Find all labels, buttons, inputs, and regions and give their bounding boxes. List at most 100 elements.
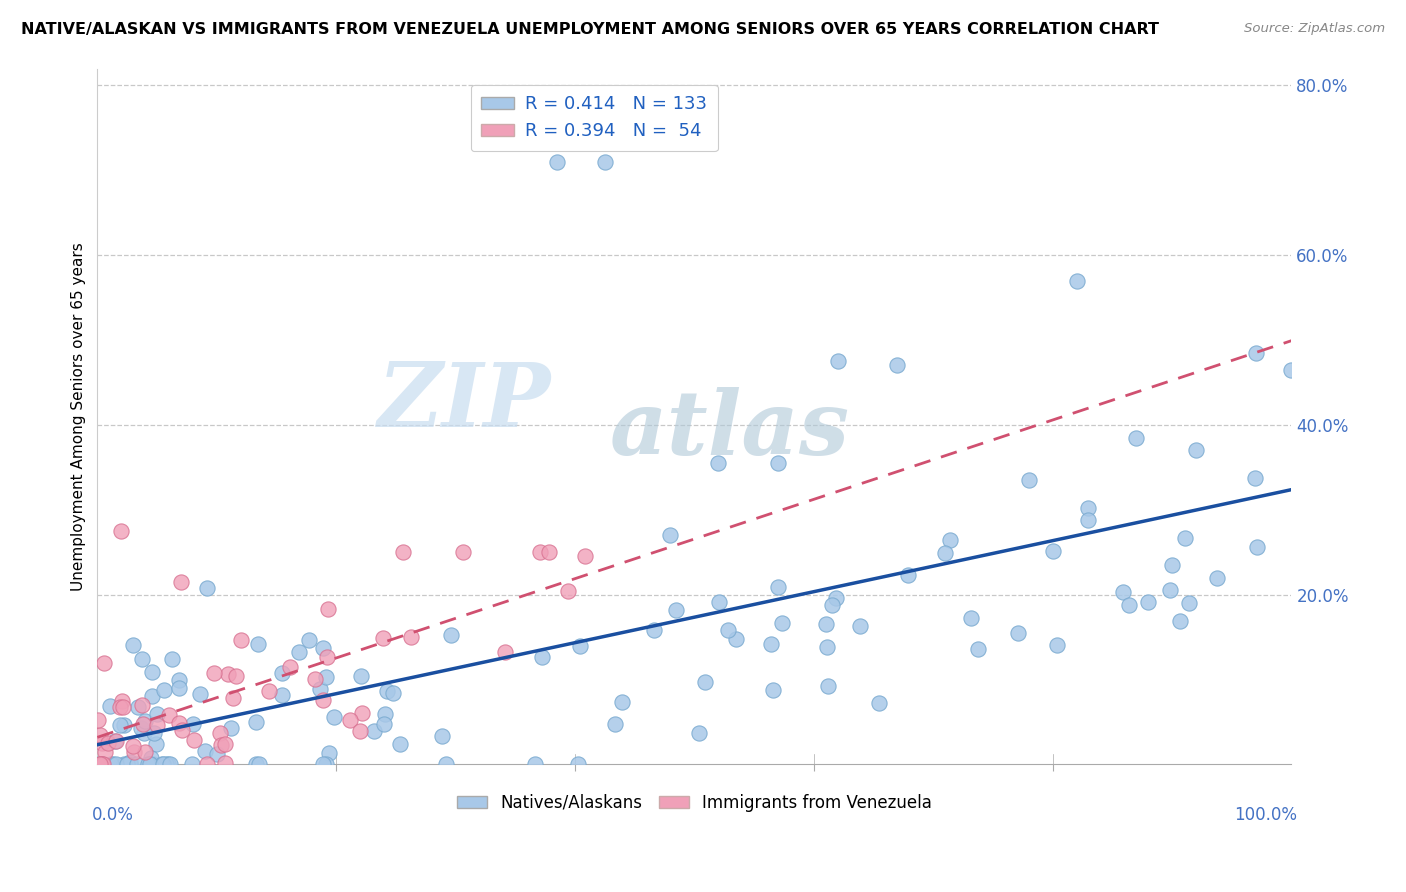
Point [150, 757, 173, 772]
Point [89, 757, 111, 772]
Point [593, 154, 616, 169]
Point [122, 638, 145, 652]
Point [146, 707, 169, 722]
Point [350, 668, 373, 682]
Point [155, 757, 177, 772]
Point [214, 756, 236, 770]
Point [97, 736, 120, 750]
Point [960, 610, 983, 624]
Point [1018, 473, 1040, 487]
Point [569, 640, 592, 654]
Point [827, 354, 849, 368]
Point [103, 734, 125, 748]
Y-axis label: Unemployment Among Seniors over 65 years: Unemployment Among Seniors over 65 years [72, 242, 86, 591]
Point [246, 637, 269, 651]
Point [139, 751, 162, 765]
Point [1118, 598, 1140, 612]
Point [105, 757, 128, 772]
Point [139, 757, 162, 772]
Point [825, 591, 848, 605]
Point [100, 757, 122, 772]
Point [131, 717, 153, 731]
Point [374, 706, 396, 721]
Text: atlas: atlas [610, 387, 849, 474]
Point [278, 660, 301, 674]
Point [814, 616, 837, 631]
Point [375, 684, 398, 698]
Point [247, 757, 270, 772]
Point [1174, 531, 1197, 545]
Point [152, 757, 174, 772]
Point [603, 716, 626, 731]
Point [86, 714, 108, 728]
Point [529, 545, 551, 559]
Point [188, 687, 211, 701]
Point [1077, 513, 1099, 527]
Point [1168, 615, 1191, 629]
Point [567, 757, 589, 772]
Point [373, 717, 395, 731]
Point [304, 672, 326, 686]
Point [495, 644, 517, 658]
Point [381, 686, 404, 700]
Point [886, 359, 908, 373]
Point [766, 456, 789, 470]
Point [202, 665, 225, 680]
Point [821, 598, 844, 612]
Point [665, 603, 688, 617]
Point [897, 567, 920, 582]
Point [141, 689, 163, 703]
Point [157, 708, 180, 723]
Point [146, 718, 169, 732]
Point [231, 632, 253, 647]
Point [217, 667, 239, 681]
Legend: Natives/Alaskans, Immigrants from Venezuela: Natives/Alaskans, Immigrants from Venezu… [450, 788, 939, 819]
Point [766, 580, 789, 594]
Point [939, 533, 962, 547]
Point [134, 745, 156, 759]
Point [432, 729, 454, 743]
Point [127, 700, 149, 714]
Point [271, 666, 294, 681]
Text: NATIVE/ALASKAN VS IMMIGRANTS FROM VENEZUELA UNEMPLOYMENT AMONG SENIORS OVER 65 Y: NATIVE/ALASKAN VS IMMIGRANTS FROM VENEZU… [21, 22, 1159, 37]
Point [1161, 558, 1184, 573]
Point [194, 744, 217, 758]
Point [323, 710, 346, 724]
Point [434, 757, 457, 772]
Point [770, 615, 793, 630]
Point [574, 549, 596, 564]
Point [967, 641, 990, 656]
Point [122, 739, 145, 753]
Point [134, 714, 156, 729]
Point [108, 699, 131, 714]
Point [1206, 571, 1229, 585]
Point [312, 693, 335, 707]
Point [546, 154, 568, 169]
Point [208, 726, 231, 740]
Point [451, 545, 474, 559]
Point [142, 757, 165, 772]
Point [115, 757, 138, 772]
Text: Source: ZipAtlas.com: Source: ZipAtlas.com [1244, 22, 1385, 36]
Point [693, 675, 716, 690]
Point [848, 619, 870, 633]
Point [214, 737, 236, 751]
Point [1125, 431, 1147, 445]
Point [1137, 595, 1160, 609]
Point [312, 640, 335, 655]
Point [371, 632, 394, 646]
Point [1066, 274, 1088, 288]
Point [111, 693, 134, 707]
Point [90, 757, 112, 772]
Point [1007, 625, 1029, 640]
Point [643, 623, 665, 637]
Point [557, 584, 579, 599]
Point [91, 757, 114, 772]
Point [115, 757, 138, 772]
Point [271, 688, 294, 702]
Point [90, 757, 112, 772]
Point [349, 724, 371, 739]
Point [122, 745, 145, 759]
Point [131, 651, 153, 665]
Point [125, 757, 148, 772]
